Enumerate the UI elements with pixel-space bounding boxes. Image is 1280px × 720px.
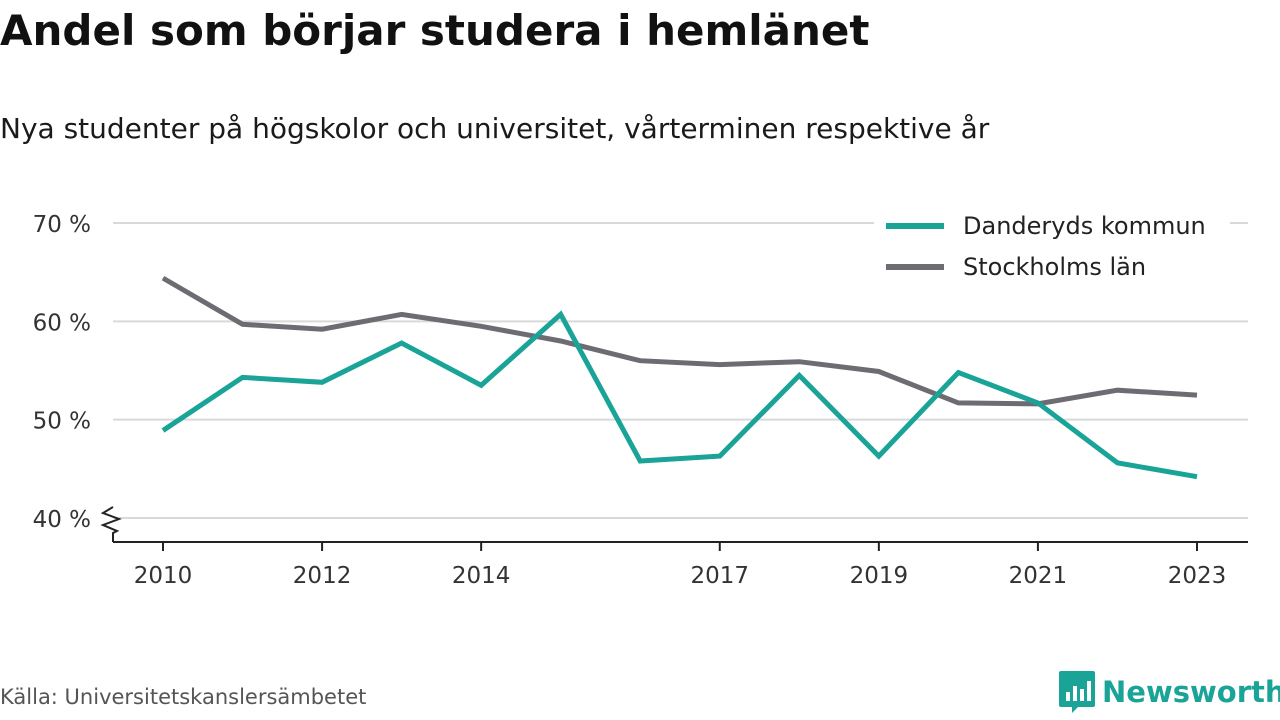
legend: Danderyds kommun Stockholms län bbox=[874, 203, 1230, 291]
source-note: Källa: Universitetskanslersämbetet bbox=[0, 685, 367, 709]
legend-label: Danderyds kommun bbox=[963, 212, 1206, 240]
chart-title: Andel som börjar studera i hemlänet bbox=[0, 6, 870, 55]
x-tick-label: 2014 bbox=[452, 563, 511, 589]
y-tick-label: 40 % bbox=[33, 507, 91, 533]
x-tick-label: 2010 bbox=[134, 563, 193, 589]
y-axis-break-marker bbox=[100, 506, 122, 542]
x-tick-label: 2012 bbox=[293, 563, 352, 589]
brand-logo: Newsworthy bbox=[1058, 670, 1280, 714]
x-axis: 2010 2012 2014 2017 2019 2021 2023 bbox=[113, 541, 1248, 589]
x-tick-label: 2021 bbox=[1009, 563, 1068, 589]
x-tick-label: 2017 bbox=[690, 563, 749, 589]
legend-label: Stockholms län bbox=[963, 253, 1146, 281]
y-tick-label: 70 % bbox=[33, 212, 91, 238]
x-tick-label: 2019 bbox=[850, 563, 909, 589]
series-line bbox=[161, 310, 1198, 480]
y-tick-label: 50 % bbox=[33, 409, 91, 435]
legend-background bbox=[874, 203, 1230, 291]
y-axis: 40 % 50 % 60 % 70 % bbox=[33, 212, 122, 542]
brand-name: Newsworthy bbox=[1102, 675, 1280, 709]
series-lines bbox=[161, 275, 1198, 480]
chart-subtitle: Nya studenter på högskolor och universit… bbox=[0, 112, 990, 145]
y-tick-label: 60 % bbox=[33, 310, 91, 336]
x-tick-label: 2023 bbox=[1168, 563, 1227, 589]
series-line bbox=[161, 275, 1198, 407]
newsworthy-logo-icon bbox=[1059, 671, 1095, 713]
